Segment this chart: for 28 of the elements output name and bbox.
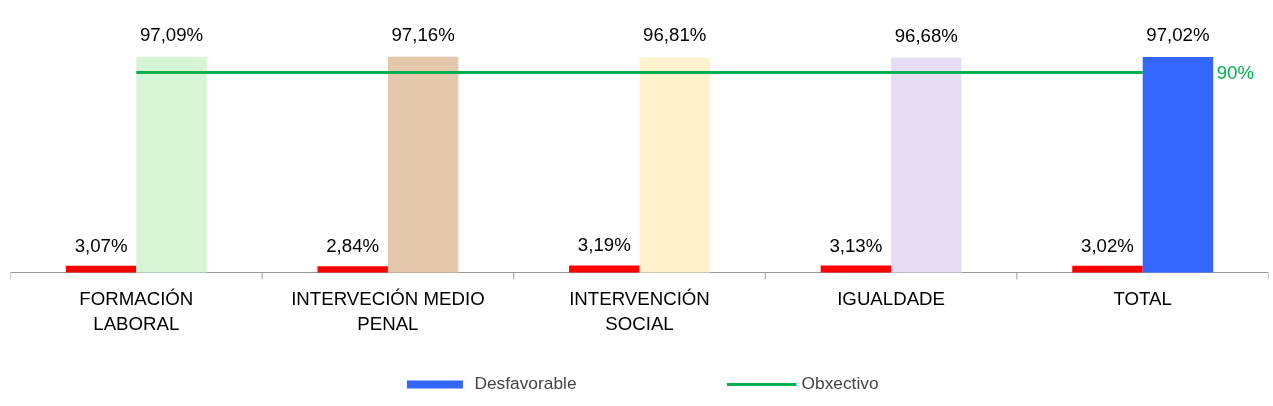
bar — [65, 265, 137, 273]
bar — [569, 265, 640, 273]
bar — [1142, 56, 1214, 273]
bar — [1072, 265, 1143, 273]
data-label: 3,02% — [1081, 234, 1134, 256]
x-tick-label: INTERVENCIÓN SOCIAL — [569, 287, 710, 334]
data-label: 96,68% — [894, 24, 958, 46]
data-label: 3,13% — [829, 234, 883, 256]
bar — [387, 56, 459, 273]
data-label: 3,07% — [74, 234, 128, 256]
x-tick-label: IGUALDADE — [837, 287, 946, 309]
legend-label: Obxectivo — [801, 373, 879, 394]
x-tick-label: INTERVECIÓN MEDIO PENAL — [291, 287, 485, 334]
x-tick-label: FORMACIÓN LABORAL — [79, 287, 194, 334]
bar — [136, 56, 207, 273]
data-label: 2,84% — [326, 235, 380, 257]
legend-label: Desfavorable — [474, 373, 577, 394]
bar — [317, 266, 388, 273]
data-label: 97,16% — [391, 23, 455, 45]
data-label: 3,19% — [577, 234, 631, 256]
x-tick-label: TOTAL — [1113, 287, 1172, 309]
bar — [639, 57, 710, 273]
data-label: 97,09% — [139, 23, 204, 45]
bar — [820, 265, 892, 273]
data-label: 97,02% — [1146, 23, 1210, 45]
annotation: 90% — [1216, 62, 1255, 84]
bar — [891, 57, 962, 273]
data-label: 96,81% — [643, 24, 707, 46]
